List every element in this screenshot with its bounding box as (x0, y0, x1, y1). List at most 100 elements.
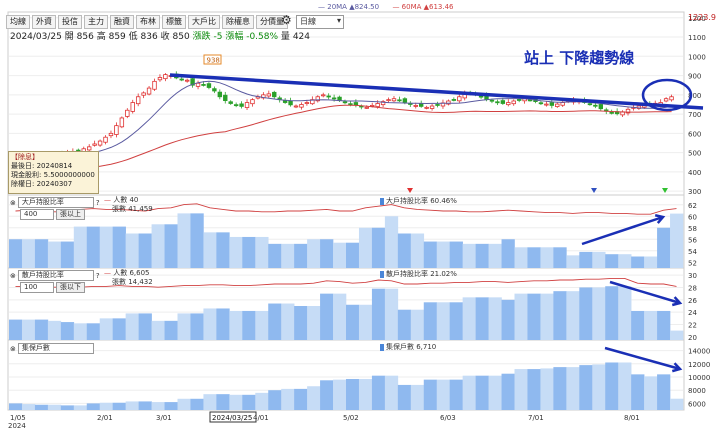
holding-bar (255, 236, 269, 268)
candle-body (348, 103, 353, 106)
toolbar-trust-button[interactable]: 投信 (58, 15, 82, 29)
toolbar-big-holder-button[interactable]: 大戶比 (188, 15, 220, 29)
subpane-tick-label: 22 (688, 322, 697, 330)
holders-header: ⊗ 集保戶數 (10, 343, 94, 354)
x-tick-label: 1/05 (10, 414, 26, 422)
candle-body (424, 106, 429, 109)
candle-body (228, 101, 233, 104)
holders-selector[interactable]: 集保戶數 (17, 343, 94, 354)
people-count-line (15, 203, 677, 215)
subpane-tick-label: 54 (688, 248, 697, 256)
retail-header: ⊗ 散戶持股比率 ? (10, 270, 100, 281)
big-holder-unit-button[interactable]: 張以上 (56, 209, 85, 220)
toolbar-ma-button[interactable]: 均線 (6, 15, 30, 29)
holding-bar (307, 239, 321, 268)
candle-body (272, 91, 277, 98)
holding-bar (333, 242, 347, 268)
holding-bar (86, 323, 101, 340)
holding-bar (618, 286, 632, 340)
subpane-tick-label: 62 (688, 202, 697, 210)
holding-bar (423, 302, 438, 340)
event-marker (591, 188, 597, 193)
candle-body (538, 102, 544, 105)
holding-bar (527, 293, 541, 340)
candle-body (544, 103, 549, 106)
holding-bar (397, 233, 412, 268)
candle-body (560, 102, 565, 106)
candle-body (135, 96, 141, 105)
toolbar-foreign-button[interactable]: 外資 (32, 15, 56, 29)
note-line-1: 最後日: 20240814 (11, 162, 73, 170)
line-layer (12, 80, 677, 288)
candle-body (326, 95, 331, 98)
retail-selector[interactable]: 散戶持股比率 (17, 270, 94, 281)
holding-bar (242, 310, 256, 340)
holding-bar (553, 247, 567, 268)
subpane-tick-label: 52 (688, 259, 697, 267)
toolbar-main-force-button[interactable]: 主力 (84, 15, 108, 29)
help-icon[interactable]: ? (95, 198, 100, 207)
retail-ratio-legend: 散戶持股比率 21.02% (380, 269, 457, 279)
holding-bar (631, 374, 645, 410)
toolbar-volume-profile-button[interactable]: 分價量 (256, 15, 288, 29)
subpane-tick-label: 26 (688, 297, 697, 305)
big-holder-selector[interactable]: 大戶持股比率 (17, 197, 94, 208)
retail-count-select[interactable]: 100 (20, 282, 54, 293)
retail-unit-button[interactable]: 張以下 (56, 282, 85, 293)
big-holder-ratio-text: 大戶持股比率 60.46% (386, 197, 457, 205)
holding-bar (99, 226, 113, 268)
big-holder-count-select[interactable]: 400 (20, 209, 54, 220)
period-select[interactable]: 日線 ▾ (296, 15, 344, 29)
holding-bar (410, 384, 425, 410)
holding-bar (358, 378, 373, 410)
holding-bar (436, 379, 450, 410)
holding-bar (177, 213, 191, 268)
holding-bar (151, 402, 165, 410)
toolbar-margin-button[interactable]: 融資 (110, 15, 134, 29)
holding-bar (268, 303, 282, 340)
candle-body (375, 103, 380, 107)
holding-bar (566, 255, 580, 268)
holding-bar (346, 242, 360, 268)
candle-body (364, 106, 369, 109)
ma20-line (12, 80, 672, 161)
big-holder-close-icon[interactable]: ⊗ (10, 198, 16, 207)
holding-bar (670, 398, 684, 410)
candle-body (92, 143, 97, 146)
holding-bar (657, 310, 671, 340)
holding-bar (501, 299, 515, 340)
ma60-legend: 60MA ▲613.46 (401, 3, 454, 11)
price-tick-label: 1200 (688, 15, 706, 23)
x-tick-label: 4/01 (253, 414, 269, 422)
toolbar-bollinger-button[interactable]: 布林 (136, 15, 160, 29)
candle-body (315, 96, 320, 102)
candle-body (489, 99, 495, 102)
down-arrow-retail (609, 280, 681, 305)
holding-bar (242, 236, 256, 268)
toolbar-tag-button[interactable]: 標籤 (162, 15, 186, 29)
holding-bar (514, 247, 528, 268)
holding-bar (203, 394, 217, 410)
holding-bar (527, 369, 541, 410)
holding-bar (553, 367, 567, 410)
holding-bar (138, 401, 152, 410)
gear-icon[interactable]: ⚙ (281, 13, 292, 27)
holding-bar (151, 320, 165, 340)
retail-ratio-text: 散戶持股比率 21.02% (386, 270, 457, 278)
holding-bar (86, 226, 101, 268)
candle-body (97, 140, 103, 146)
up-arrow-head (654, 214, 666, 224)
crosshair-date-box (209, 411, 257, 423)
retail-close-icon[interactable]: ⊗ (10, 271, 16, 280)
holders-close-icon[interactable]: ⊗ (10, 344, 16, 353)
toolbar-dividend-button[interactable]: 除權息 (222, 15, 254, 29)
holding-bar (358, 304, 373, 340)
holding-bar (631, 310, 645, 340)
help-icon[interactable]: ? (95, 271, 100, 280)
candle-body (244, 102, 250, 108)
holding-bar (670, 330, 684, 340)
holding-bar (592, 287, 606, 340)
candle-body (119, 117, 125, 128)
holding-bar (670, 213, 684, 268)
ma-legend: — 20MA ▲824.50 — 60MA ▲613.46 (318, 3, 454, 11)
